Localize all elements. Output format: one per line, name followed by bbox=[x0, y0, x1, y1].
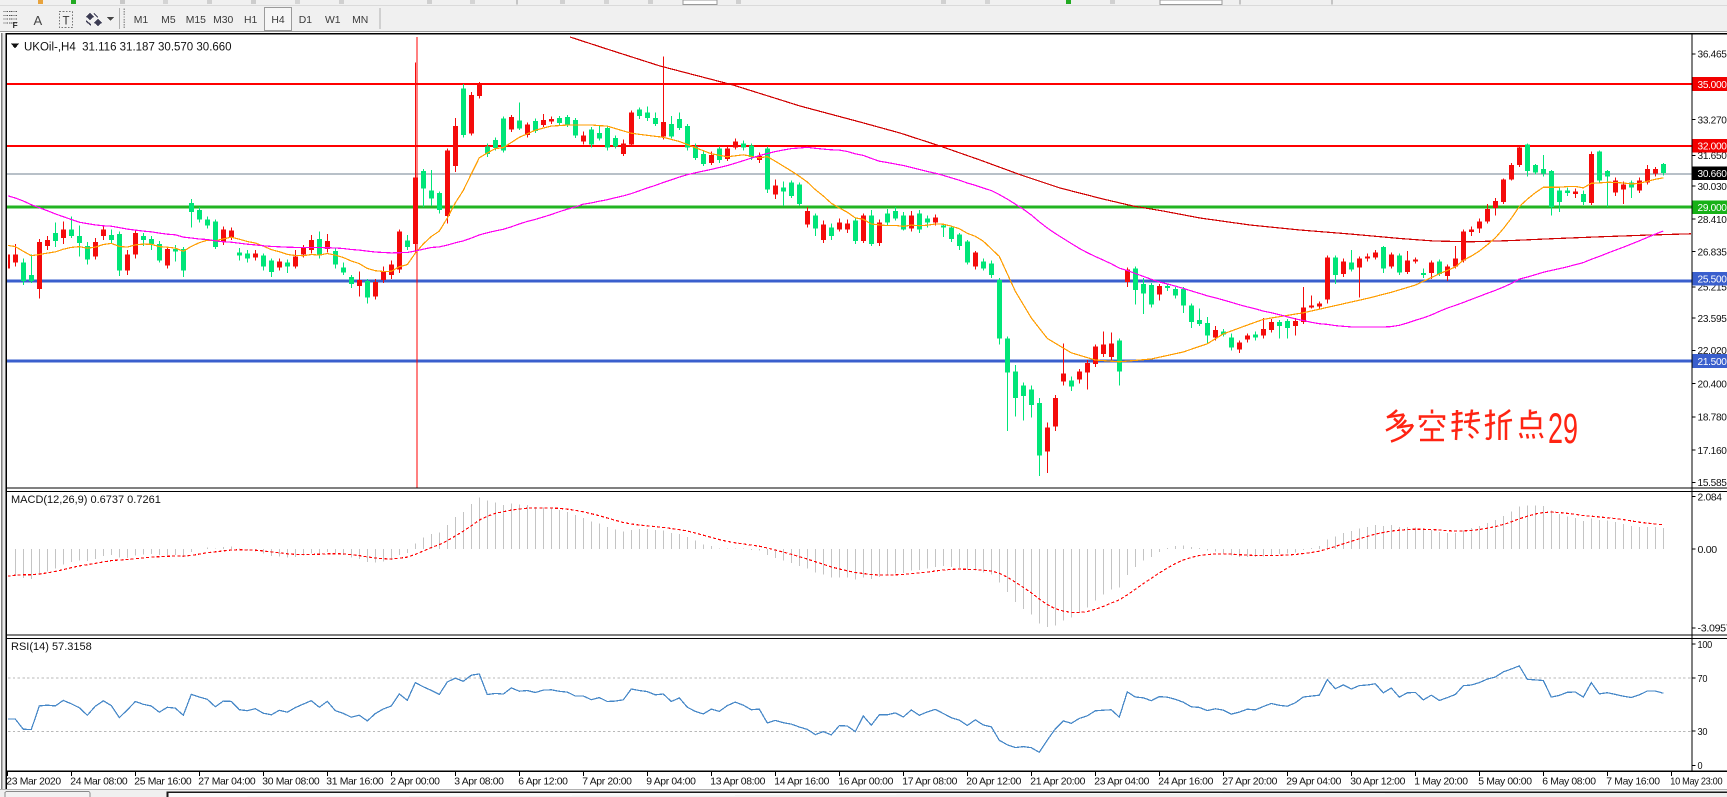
svg-text:20 Apr 12:00: 20 Apr 12:00 bbox=[966, 777, 1021, 788]
svg-text:27 Apr 20:00: 27 Apr 20:00 bbox=[1222, 777, 1277, 788]
svg-text:100: 100 bbox=[1698, 640, 1713, 651]
svg-text:31 Mar 16:00: 31 Mar 16:00 bbox=[326, 777, 384, 788]
svg-text:D1: D1 bbox=[299, 15, 313, 26]
svg-text:M15: M15 bbox=[186, 15, 206, 26]
svg-text:10 May 23:00: 10 May 23:00 bbox=[1670, 777, 1723, 788]
svg-text:M30: M30 bbox=[213, 15, 233, 26]
svg-text:RSI(14) 57.3158: RSI(14) 57.3158 bbox=[11, 641, 92, 653]
svg-text:16 Apr 00:00: 16 Apr 00:00 bbox=[838, 777, 893, 788]
svg-text:15.585: 15.585 bbox=[1698, 478, 1727, 489]
svg-text:36.465: 36.465 bbox=[1698, 50, 1727, 61]
svg-text:23 Mar 2020: 23 Mar 2020 bbox=[6, 777, 61, 788]
svg-text:6 Apr 12:00: 6 Apr 12:00 bbox=[518, 777, 568, 788]
svg-text:2 Apr 00:00: 2 Apr 00:00 bbox=[390, 777, 440, 788]
svg-text:F: F bbox=[13, 20, 18, 30]
svg-text:17 Apr 08:00: 17 Apr 08:00 bbox=[902, 777, 957, 788]
svg-text:T: T bbox=[63, 16, 70, 28]
svg-text:29.000: 29.000 bbox=[1698, 203, 1727, 214]
svg-text:H4: H4 bbox=[271, 15, 285, 26]
svg-text:6 May 08:00: 6 May 08:00 bbox=[1542, 777, 1596, 788]
svg-text:28.410: 28.410 bbox=[1698, 215, 1727, 226]
svg-text:1 May 20:00: 1 May 20:00 bbox=[1414, 777, 1468, 788]
svg-text:21 Apr 20:00: 21 Apr 20:00 bbox=[1030, 777, 1085, 788]
svg-text:7 May 16:00: 7 May 16:00 bbox=[1606, 777, 1660, 788]
svg-text:29: 29 bbox=[1548, 405, 1578, 453]
svg-text:-3.0957: -3.0957 bbox=[1698, 624, 1727, 635]
svg-text:31.650: 31.650 bbox=[1698, 151, 1727, 162]
svg-text:25 Mar 16:00: 25 Mar 16:00 bbox=[134, 777, 192, 788]
svg-text:27 Mar 04:00: 27 Mar 04:00 bbox=[198, 777, 256, 788]
svg-text:17.160: 17.160 bbox=[1698, 446, 1727, 457]
svg-text:30: 30 bbox=[1698, 727, 1708, 738]
svg-text:21.500: 21.500 bbox=[1698, 357, 1727, 368]
svg-text:2.084: 2.084 bbox=[1698, 492, 1723, 503]
svg-text:23 Apr 04:00: 23 Apr 04:00 bbox=[1094, 777, 1149, 788]
svg-text:25.500: 25.500 bbox=[1698, 275, 1727, 286]
svg-text:5 May 00:00: 5 May 00:00 bbox=[1478, 777, 1532, 788]
svg-text:29 Apr 04:00: 29 Apr 04:00 bbox=[1286, 777, 1341, 788]
svg-text:22.020: 22.020 bbox=[1698, 346, 1727, 357]
svg-text:23.595: 23.595 bbox=[1698, 314, 1727, 325]
svg-text:25.215: 25.215 bbox=[1698, 283, 1727, 294]
svg-text:70: 70 bbox=[1698, 674, 1708, 685]
svg-text:MN: MN bbox=[352, 15, 368, 26]
svg-text:24 Mar 08:00: 24 Mar 08:00 bbox=[70, 777, 128, 788]
svg-text:24 Apr 16:00: 24 Apr 16:00 bbox=[1158, 777, 1213, 788]
svg-text:18.780: 18.780 bbox=[1698, 413, 1727, 424]
svg-text:UKOil-,H4 31.116 31.187 30.57: UKOil-,H4 31.116 31.187 30.570 30.660 bbox=[24, 42, 232, 54]
svg-text:14 Apr 16:00: 14 Apr 16:00 bbox=[774, 777, 829, 788]
svg-text:30 Mar 08:00: 30 Mar 08:00 bbox=[262, 777, 320, 788]
svg-text:7 Apr 20:00: 7 Apr 20:00 bbox=[582, 777, 632, 788]
svg-text:M1: M1 bbox=[134, 15, 149, 26]
svg-text:0.00: 0.00 bbox=[1698, 545, 1718, 556]
svg-text:26.835: 26.835 bbox=[1698, 247, 1727, 258]
svg-text:20.400: 20.400 bbox=[1698, 379, 1727, 390]
svg-text:3 Apr 08:00: 3 Apr 08:00 bbox=[454, 777, 504, 788]
svg-text:M5: M5 bbox=[161, 15, 176, 26]
svg-text:30.030: 30.030 bbox=[1698, 182, 1727, 193]
svg-text:H1: H1 bbox=[244, 15, 258, 26]
svg-text:33.270: 33.270 bbox=[1698, 115, 1727, 126]
svg-text:W1: W1 bbox=[325, 15, 341, 26]
svg-text:A: A bbox=[34, 13, 43, 28]
svg-text:35.000: 35.000 bbox=[1698, 80, 1727, 91]
svg-text:0: 0 bbox=[1698, 761, 1703, 772]
svg-text:9 Apr 04:00: 9 Apr 04:00 bbox=[646, 777, 696, 788]
svg-text:30 Apr 12:00: 30 Apr 12:00 bbox=[1350, 777, 1405, 788]
svg-text:32.000: 32.000 bbox=[1698, 141, 1727, 152]
svg-text:13 Apr 08:00: 13 Apr 08:00 bbox=[710, 777, 765, 788]
svg-text:30.660: 30.660 bbox=[1698, 169, 1727, 180]
svg-text:MACD(12,26,9) 0.6737 0.7261: MACD(12,26,9) 0.6737 0.7261 bbox=[11, 494, 161, 506]
